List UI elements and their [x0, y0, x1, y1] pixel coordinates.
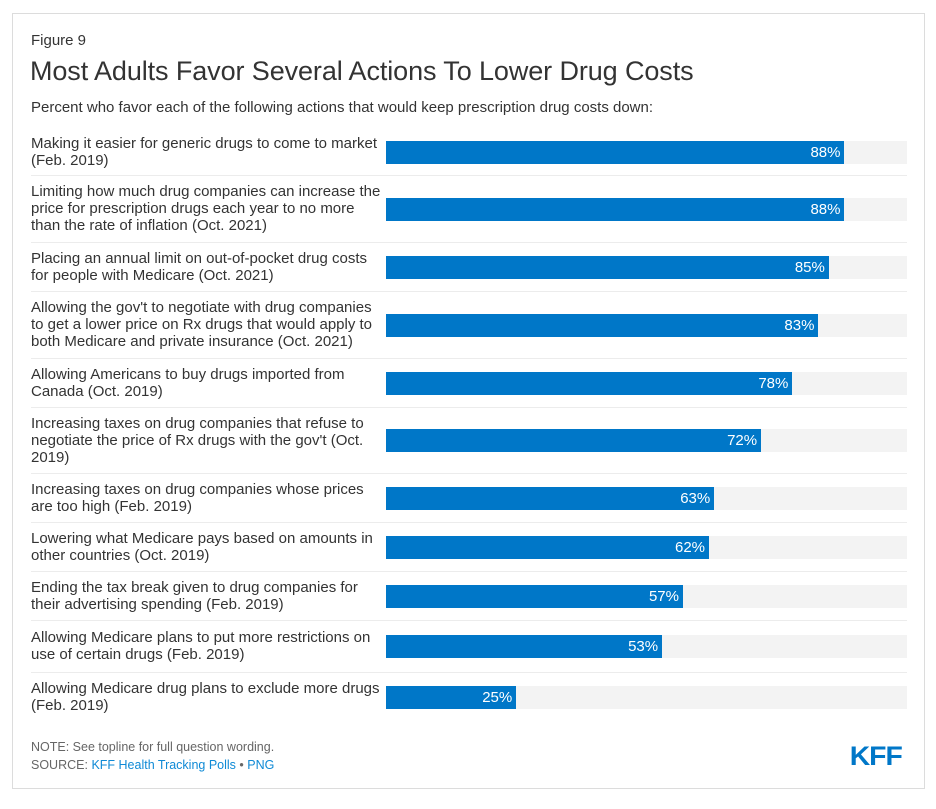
data-label: 88% [810, 200, 841, 218]
bar: 78% [386, 371, 793, 395]
source-prefix: SOURCE: [31, 758, 92, 772]
data-label: 25% [482, 689, 513, 706]
category-label: Allowing Medicare drug plans to exclude … [31, 680, 380, 714]
bar-track: 85% [386, 255, 907, 279]
category-label: Lowering what Medicare pays based on amo… [31, 529, 373, 564]
source-link[interactable]: KFF Health Tracking Polls [91, 758, 236, 772]
data-label: 83% [784, 316, 815, 334]
bar: 88% [386, 141, 845, 164]
category-label: Allowing the gov't to negotiate with dru… [31, 299, 373, 350]
data-label: 88% [810, 144, 841, 161]
bar-row: Allowing Americans to buy drugs imported… [31, 359, 907, 408]
bar: 57% [386, 584, 683, 608]
category-label: Limiting how much drug companies can inc… [31, 183, 381, 234]
bar-row: Ending the tax break given to drug compa… [31, 572, 907, 621]
bar: 72% [386, 429, 762, 452]
bar: 85% [386, 255, 829, 279]
chart-title: Most Adults Favor Several Actions To Low… [30, 56, 694, 86]
bar: 83% [386, 313, 819, 337]
bar-row: Lowering what Medicare pays based on amo… [31, 523, 907, 572]
footnote: NOTE: See topline for full question word… [31, 740, 275, 754]
kff-logo: KFF [849, 741, 903, 771]
data-label: 85% [794, 258, 825, 276]
data-label: 72% [727, 432, 758, 449]
bar-row: Placing an annual limit on out-of-pocket… [31, 243, 907, 292]
bar-row: Increasing taxes on drug companies whose… [31, 474, 907, 523]
bar-row: Allowing Medicare drug plans to exclude … [31, 673, 907, 722]
source-line: SOURCE: KFF Health Tracking Polls • PNG [31, 758, 274, 772]
bar-track: 78% [386, 371, 907, 395]
category-label: Increasing taxes on drug companies that … [31, 414, 364, 466]
bar: 63% [386, 486, 715, 510]
bar-track: 63% [386, 486, 907, 510]
category-label: Ending the tax break given to drug compa… [31, 578, 358, 613]
bar-row: Allowing the gov't to negotiate with dru… [31, 292, 907, 359]
data-label: 63% [680, 489, 711, 507]
bar-track: 25% [386, 686, 907, 709]
bar-track: 83% [386, 313, 907, 337]
figure-label: Figure 9 [31, 32, 87, 49]
category-label: Allowing Medicare plans to put more rest… [31, 629, 371, 663]
bar-row: Making it easier for generic drugs to co… [31, 130, 907, 176]
bar: 62% [386, 535, 710, 559]
source-separator: • [235, 758, 248, 772]
bar-track: 88% [386, 141, 907, 164]
bar-row: Allowing Medicare plans to put more rest… [31, 621, 907, 673]
bar-row: Limiting how much drug companies can inc… [31, 176, 907, 243]
bar-track: 57% [386, 584, 907, 608]
bar: 25% [386, 686, 517, 709]
bar: 88% [386, 197, 845, 221]
bar-track: 53% [386, 635, 907, 658]
bar-track: 72% [386, 429, 907, 452]
data-label: 57% [648, 587, 679, 605]
chart-subtitle: Percent who favor each of the following … [31, 99, 654, 116]
data-label: 78% [758, 374, 789, 392]
bar-track: 62% [386, 535, 907, 559]
category-label: Making it easier for generic drugs to co… [31, 135, 377, 169]
category-label: Placing an annual limit on out-of-pocket… [31, 249, 368, 284]
png-download-link[interactable]: PNG [247, 758, 275, 772]
bar-row: Increasing taxes on drug companies that … [31, 408, 907, 474]
bar: 53% [386, 635, 663, 658]
category-label: Increasing taxes on drug companies whose… [31, 480, 364, 515]
data-label: 53% [628, 638, 659, 655]
bar-rows: Making it easier for generic drugs to co… [31, 130, 907, 722]
data-label: 62% [674, 538, 706, 556]
category-label: Allowing Americans to buy drugs imported… [31, 365, 345, 400]
bar-track: 88% [386, 197, 907, 221]
